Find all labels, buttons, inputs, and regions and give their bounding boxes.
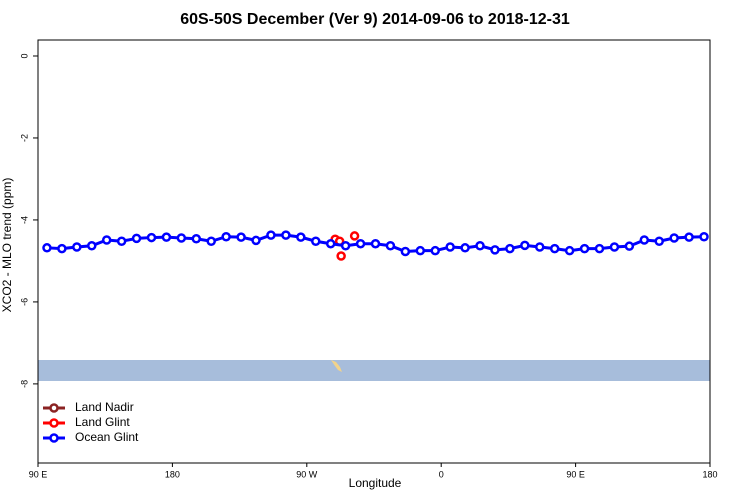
marker [549,243,560,254]
y-tick-label: 0 [19,53,29,58]
land-shape [331,360,342,372]
legend-marker [49,433,59,443]
marker [370,238,381,249]
y-tick-label: -6 [19,298,29,306]
marker [520,240,530,251]
y-tick-label: -4 [19,216,29,224]
marker [251,235,261,246]
chart-title: 60S-50S December (Ver 9) 2014-09-06 to 2… [180,11,570,28]
x-tick-label: 180 [702,469,717,479]
marker [311,236,321,247]
marker [116,236,127,247]
y-tick-label: -8 [19,380,29,388]
marker [87,241,97,251]
x-tick-label: 0 [439,469,444,479]
marker [296,232,306,242]
x-tick-label: 90 W [296,469,318,479]
marker [460,243,470,253]
marker [594,243,605,254]
marker [349,231,360,241]
marker [161,232,172,242]
marker [131,233,142,244]
legend-label: Land Nadir [75,400,134,414]
marker [221,231,231,242]
y-tick-label: -2 [19,134,29,142]
map-strip [38,360,710,381]
legend-marker [49,403,59,413]
marker [579,243,590,254]
marker [266,230,276,240]
x-tick-label: 90 E [29,469,48,479]
marker [654,236,664,247]
marker [430,245,440,256]
marker [684,232,694,242]
marker [176,233,187,243]
marker [336,251,346,261]
marker [191,234,202,244]
x-tick-label: 180 [165,469,180,479]
marker [206,236,216,247]
marker [639,235,650,245]
x-axis-label: Longitude [349,476,402,490]
marker [400,246,411,257]
marker [490,245,500,255]
legend-label: Ocean Glint [75,430,139,444]
marker [475,241,485,251]
marker [535,242,545,252]
marker [624,241,635,251]
y-axis-label: XCO2 - MLO trend (ppm) [0,178,14,313]
marker [42,243,52,253]
marker [564,245,575,256]
marker [505,243,515,254]
legend-label: Land Glint [75,415,130,429]
marker [325,238,336,249]
marker [146,232,157,243]
marker [355,238,366,249]
marker [101,235,112,245]
plot-frame [37,39,711,464]
x-tick-label: 90 E [566,469,585,479]
marker [609,242,620,252]
marker [72,242,82,252]
marker [445,242,455,252]
marker [699,231,709,242]
marker [340,241,351,251]
legend-marker [49,418,59,428]
marker [236,232,246,242]
marker [415,245,426,256]
marker [281,230,291,240]
marker [669,233,679,243]
marker [57,243,67,254]
marker [385,241,396,251]
